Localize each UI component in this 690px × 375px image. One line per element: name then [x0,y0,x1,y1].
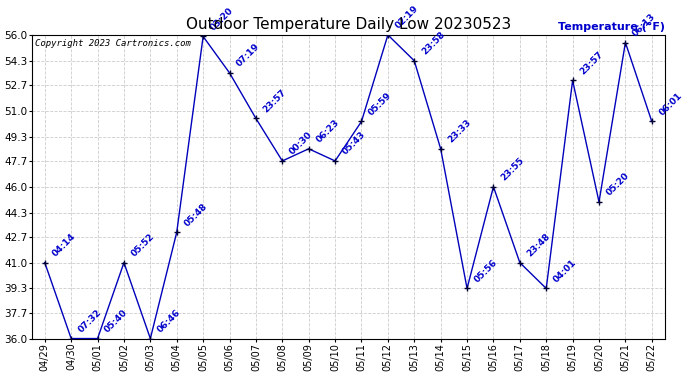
Text: 05:59: 05:59 [367,91,393,117]
Text: 06:13: 06:13 [631,12,658,38]
Text: 05:48: 05:48 [182,201,209,228]
Text: 04:14: 04:14 [50,232,77,258]
Text: 23:48: 23:48 [525,232,552,258]
Title: Outdoor Temperature Daily Low 20230523: Outdoor Temperature Daily Low 20230523 [186,17,511,32]
Text: 00:30: 00:30 [288,130,314,157]
Text: 23:58: 23:58 [420,30,446,57]
Text: 23:33: 23:33 [446,118,473,145]
Text: 23:57: 23:57 [578,50,605,76]
Text: Temperature (°F): Temperature (°F) [558,22,665,32]
Text: 05:20: 05:20 [604,171,631,198]
Text: 03:20: 03:20 [208,6,235,32]
Text: 06:46: 06:46 [156,308,183,334]
Text: 07:32: 07:32 [77,308,104,334]
Text: 06:23: 06:23 [314,118,341,145]
Text: 05:40: 05:40 [103,308,130,334]
Text: 05:43: 05:43 [341,130,367,157]
Text: 05:52: 05:52 [130,232,156,258]
Text: 05:56: 05:56 [473,258,499,284]
Text: 04:01: 04:01 [552,258,578,284]
Text: 23:55: 23:55 [499,156,526,183]
Text: 02:19: 02:19 [393,4,420,31]
Text: Copyright 2023 Cartronics.com: Copyright 2023 Cartronics.com [34,39,190,48]
Text: 07:19: 07:19 [235,42,262,69]
Text: 06:01: 06:01 [658,91,684,117]
Text: 23:57: 23:57 [262,88,288,114]
